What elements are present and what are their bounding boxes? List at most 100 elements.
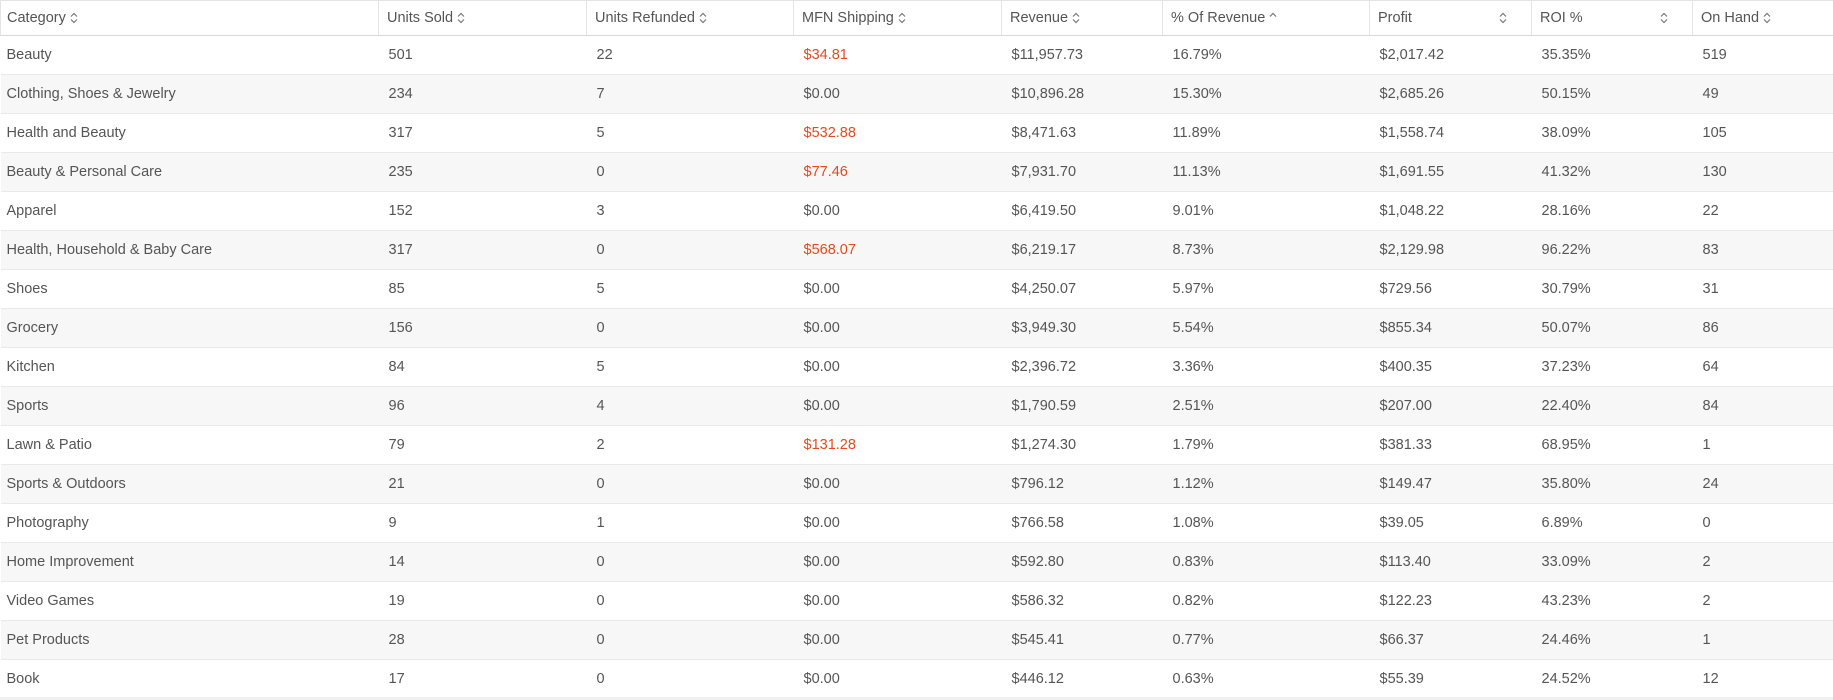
- column-header-label: On Hand: [1701, 10, 1760, 26]
- cell-profit: $2,017.42: [1369, 35, 1532, 75]
- table-row[interactable]: Pet Products 28 0 $0.00 $545.41 0.77% $66.37 24…: [0, 620, 1833, 660]
- cell-units-refunded: 22: [586, 35, 794, 75]
- cell-roi: 24.46%: [1531, 620, 1693, 660]
- cell-revenue: $766.58: [1001, 503, 1163, 543]
- cell-profit: $1,048.22: [1369, 191, 1532, 231]
- cell-roi: 37.23%: [1531, 347, 1693, 387]
- cell-roi: 35.80%: [1531, 464, 1693, 504]
- column-header-roi[interactable]: ROI %: [1531, 0, 1693, 36]
- cell-revenue: $8,471.63: [1001, 113, 1163, 153]
- sort-toggle-icon[interactable]: [1499, 12, 1507, 24]
- column-header-category[interactable]: Category: [0, 0, 379, 36]
- sort-toggle-icon[interactable]: [457, 12, 465, 24]
- cell-category: Health and Beauty: [0, 113, 379, 153]
- column-header-pct-revenue[interactable]: % Of Revenue: [1162, 0, 1370, 36]
- column-header-mfn-shipping[interactable]: MFN Shipping: [793, 0, 1002, 36]
- cell-pct-revenue: 5.97%: [1162, 269, 1370, 309]
- cell-revenue: $545.41: [1001, 620, 1163, 660]
- sort-ascending-icon[interactable]: [1269, 12, 1277, 24]
- cell-on-hand: 1: [1692, 425, 1833, 465]
- table-row[interactable]: Kitchen 84 5 $0.00 $2,396.72 3.36% $400.35 37.2…: [0, 347, 1833, 387]
- cell-category: Book: [0, 659, 379, 699]
- cell-units-sold: 9: [378, 503, 587, 543]
- sort-toggle-icon[interactable]: [1072, 12, 1080, 24]
- table-row[interactable]: Grocery 156 0 $0.00 $3,949.30 5.54% $855.34 50.…: [0, 308, 1833, 348]
- cell-mfn-shipping: $34.81: [793, 35, 1002, 75]
- cell-on-hand: 12: [1692, 659, 1833, 699]
- header-row: Category Units Sold Units Refunded MFN Ship…: [0, 0, 1833, 36]
- cell-pct-revenue: 1.79%: [1162, 425, 1370, 465]
- cell-units-sold: 156: [378, 308, 587, 348]
- table-row[interactable]: Video Games 19 0 $0.00 $586.32 0.82% $122.23 43…: [0, 581, 1833, 621]
- cell-revenue: $6,419.50: [1001, 191, 1163, 231]
- table-row[interactable]: Health and Beauty 317 5 $532.88 $8,471.63 11.…: [0, 113, 1833, 153]
- table-row[interactable]: Clothing, Shoes & Jewelry 234 7 $0.00 $10,89…: [0, 74, 1833, 114]
- cell-roi: 22.40%: [1531, 386, 1693, 426]
- cell-roi: 43.23%: [1531, 581, 1693, 621]
- table-row[interactable]: Photography 9 1 $0.00 $766.58 1.08% $39.05 6.89…: [0, 503, 1833, 543]
- table-row[interactable]: Book 17 0 $0.00 $446.12 0.63% $55.39 24.52% 12: [0, 659, 1833, 699]
- table-row[interactable]: Apparel 152 3 $0.00 $6,419.50 9.01% $1,048.22 2…: [0, 191, 1833, 231]
- cell-revenue: $6,219.17: [1001, 230, 1163, 270]
- table-row[interactable]: Health, Household & Baby Care 317 0 $568.07…: [0, 230, 1833, 270]
- column-header-units-sold[interactable]: Units Sold: [378, 0, 587, 36]
- cell-units-sold: 152: [378, 191, 587, 231]
- sort-toggle-icon[interactable]: [1763, 12, 1771, 24]
- cell-mfn-shipping: $0.00: [793, 620, 1002, 660]
- cell-units-sold: 96: [378, 386, 587, 426]
- cell-pct-revenue: 9.01%: [1162, 191, 1370, 231]
- column-header-label: Category: [7, 10, 66, 26]
- cell-pct-revenue: 11.89%: [1162, 113, 1370, 153]
- cell-mfn-shipping: $0.00: [793, 191, 1002, 231]
- column-header-on-hand[interactable]: On Hand: [1692, 0, 1833, 36]
- table-row[interactable]: Beauty 501 22 $34.81 $11,957.73 16.79% $2,017.…: [0, 35, 1833, 75]
- cell-mfn-shipping: $0.00: [793, 74, 1002, 114]
- column-header-label: % Of Revenue: [1171, 10, 1266, 26]
- cell-mfn-shipping: $0.00: [793, 308, 1002, 348]
- cell-profit: $400.35: [1369, 347, 1532, 387]
- table-header: Category Units Sold Units Refunded MFN Ship…: [0, 0, 1833, 36]
- table-row[interactable]: Home Improvement 14 0 $0.00 $592.80 0.83% $113…: [0, 542, 1833, 582]
- cell-profit: $1,691.55: [1369, 152, 1532, 192]
- cell-revenue: $7,931.70: [1001, 152, 1163, 192]
- table-row[interactable]: Sports & Outdoors 21 0 $0.00 $796.12 1.12% $14…: [0, 464, 1833, 504]
- column-header-profit[interactable]: Profit: [1369, 0, 1532, 36]
- column-header-revenue[interactable]: Revenue: [1001, 0, 1163, 36]
- sort-toggle-icon[interactable]: [70, 12, 78, 24]
- cell-on-hand: 31: [1692, 269, 1833, 309]
- cell-category: Video Games: [0, 581, 379, 621]
- cell-on-hand: 49: [1692, 74, 1833, 114]
- table-row[interactable]: Lawn & Patio 79 2 $131.28 $1,274.30 1.79% $381…: [0, 425, 1833, 465]
- cell-category: Health, Household & Baby Care: [0, 230, 379, 270]
- cell-revenue: $586.32: [1001, 581, 1163, 621]
- cell-on-hand: 1: [1692, 620, 1833, 660]
- column-header-units-refunded[interactable]: Units Refunded: [586, 0, 794, 36]
- table-row[interactable]: Sports 96 4 $0.00 $1,790.59 2.51% $207.00 22.40…: [0, 386, 1833, 426]
- cell-roi: 41.32%: [1531, 152, 1693, 192]
- cell-revenue: $11,957.73: [1001, 35, 1163, 75]
- cell-units-sold: 14: [378, 542, 587, 582]
- cell-units-refunded: 0: [586, 542, 794, 582]
- cell-profit: $729.56: [1369, 269, 1532, 309]
- cell-units-refunded: 5: [586, 113, 794, 153]
- cell-on-hand: 2: [1692, 542, 1833, 582]
- table-row[interactable]: Beauty & Personal Care 235 0 $77.46 $7,931.7…: [0, 152, 1833, 192]
- table-body: Beauty 501 22 $34.81 $11,957.73 16.79% $2,017.…: [0, 35, 1833, 699]
- cell-profit: $381.33: [1369, 425, 1532, 465]
- sort-toggle-icon[interactable]: [699, 12, 707, 24]
- cell-profit: $207.00: [1369, 386, 1532, 426]
- cell-profit: $66.37: [1369, 620, 1532, 660]
- cell-on-hand: 24: [1692, 464, 1833, 504]
- cell-units-refunded: 0: [586, 581, 794, 621]
- table-row[interactable]: Shoes 85 5 $0.00 $4,250.07 5.97% $729.56 30.79%…: [0, 269, 1833, 309]
- cell-units-refunded: 1: [586, 503, 794, 543]
- cell-on-hand: 130: [1692, 152, 1833, 192]
- cell-mfn-shipping: $0.00: [793, 503, 1002, 543]
- cell-pct-revenue: 0.77%: [1162, 620, 1370, 660]
- sort-toggle-icon[interactable]: [898, 12, 906, 24]
- cell-pct-revenue: 0.82%: [1162, 581, 1370, 621]
- cell-units-refunded: 2: [586, 425, 794, 465]
- sort-toggle-icon[interactable]: [1660, 12, 1668, 24]
